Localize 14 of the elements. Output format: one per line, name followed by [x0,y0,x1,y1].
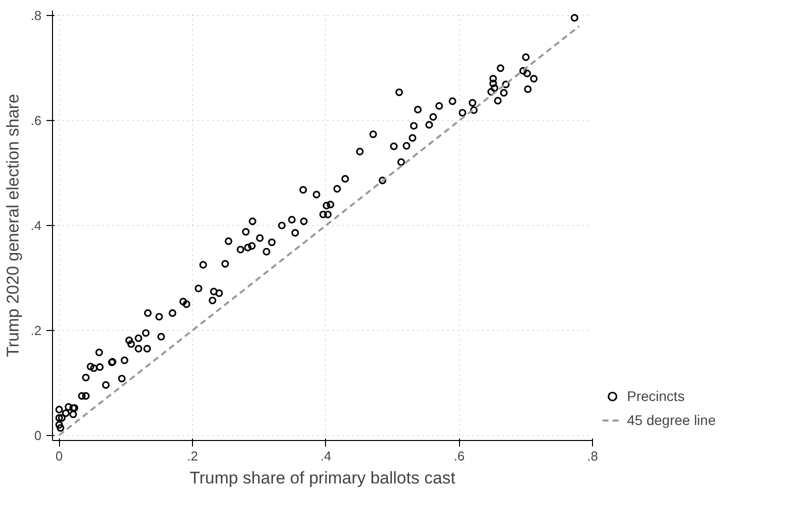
y-axis-title: Trump 2020 general election share [4,94,23,358]
legend-label: 45 degree line [627,412,716,428]
x-tick-label: .2 [187,448,198,464]
x-axis-title: Trump share of primary ballots cast [190,468,456,488]
y-tick-label: .8 [30,8,42,24]
x-tick-label: 0 [56,448,63,464]
y-tick-label: .2 [30,322,42,338]
y-tick-label: .6 [30,113,42,128]
y-tick-label: .4 [30,218,42,233]
x-tick-label: .8 [587,448,598,464]
legend-label: Precincts [627,388,685,404]
x-tick-label: .6 [454,448,465,464]
y-tick-label: 0 [34,428,42,443]
x-tick-label: .4 [320,448,332,464]
